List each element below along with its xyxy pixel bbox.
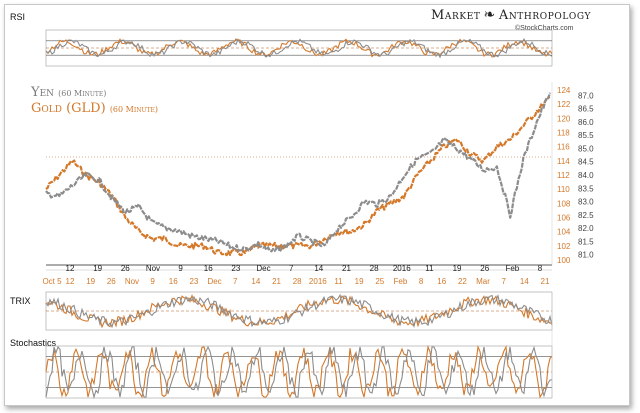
legend-yen: Yen (60 Minute) [31,85,106,100]
gold-axis-tick: 118 [557,129,570,138]
gold-date-label: 8 [419,277,424,286]
yen-axis-tick: 81.5 [578,237,594,246]
gold-axis-tick: 106 [557,214,571,223]
gold-axis-tick: 114 [557,157,570,166]
yen-date-label: 28 [370,264,379,273]
yen-date-label: 16 [204,264,213,273]
yen-date-label: 26 [480,264,489,273]
yen-axis-tick: 85.0 [578,144,594,153]
gold-date-label: 7 [501,277,506,286]
gold-series-line [45,96,551,257]
rsi-yen-line [45,37,553,59]
gold-date-label: 19 [355,277,364,286]
gold-date-label: 21 [541,277,550,286]
yen-series-line [45,92,552,253]
brand-right: Anthropology [498,8,592,23]
yen-date-label: 12 [66,264,75,273]
brand-left: Market [431,8,481,23]
yen-date-label: 26 [121,264,130,273]
legend-gold: Gold (GLD) (60 Minute) [31,101,158,116]
gold-date-label: 23 [189,277,198,286]
stoch-label: Stochastics [10,338,57,348]
stoch-yen-line [45,345,553,400]
yen-axis-tick: 81.0 [578,251,594,260]
yen-axis-tick: 83.5 [578,184,594,193]
gold-axis-tick: 116 [557,143,570,152]
legend-gold-freq: (60 Minute) [109,105,159,114]
yen-date-label: 11 [425,264,434,273]
trix-gold-line [45,293,553,329]
trix-yen-line [45,293,553,329]
yen-date-label: 9 [178,264,183,273]
gold-axis-tick: 112 [557,171,570,180]
rsi-label: RSI [10,12,26,22]
gold-date-label: 22 [458,277,467,286]
yen-axis-tick: 82.5 [578,211,594,220]
yen-axis-tick: 83.0 [578,198,594,207]
yen-axis-tick: 86.0 [578,118,594,127]
gold-date-label: Mar [476,277,490,286]
legend-yen-name: Yen [31,85,55,100]
yen-axis-tick: 87.0 [578,91,594,100]
gold-axis-tick: 100 [557,256,571,265]
gold-date-label: Oct 5 [42,277,62,286]
yen-axis-tick: 84.5 [578,158,594,167]
yen-axis-tick: 86.5 [578,105,594,114]
gold-date-label: 7 [233,277,238,286]
yen-date-label: 19 [453,264,462,273]
gold-axis-tick: 120 [557,114,571,123]
trix-label: TRIX [10,296,31,306]
yen-date-label: 7 [289,264,294,273]
gold-date-label: 26 [107,277,116,286]
gold-axis-tick: 110 [557,185,570,194]
gold-date-label: Dec [207,277,221,286]
gold-axis-tick: 108 [557,199,571,208]
chart-frame [4,4,630,406]
gold-date-label: 12 [66,277,75,286]
legend-yen-freq: (60 Minute) [58,89,107,98]
yen-date-label: 2016 [393,264,411,273]
yen-date-label: Feb [505,264,519,273]
yen-date-label: 19 [93,264,102,273]
yen-axis-tick: 85.5 [578,131,594,140]
gold-axis-tick: 104 [557,228,571,237]
gold-date-label: 19 [86,277,95,286]
yen-date-label: Dec [256,264,270,273]
yen-date-label: 14 [314,264,323,273]
gold-axis-tick: 124 [557,86,571,95]
yen-date-label: 21 [342,264,351,273]
gold-date-label: 16 [169,277,178,286]
copyright-label: ©StockCharts.com [515,25,574,32]
gold-date-label: 25 [375,277,384,286]
gold-axis-tick: 102 [557,242,571,251]
gold-date-label: Nov [125,277,139,286]
gold-date-label: 14 [251,277,260,286]
yen-date-label: 23 [231,264,240,273]
brand-logo: Market ❧ Anthropology [431,7,591,23]
yen-axis-tick: 82.0 [578,224,594,233]
gold-date-label: 14 [520,277,529,286]
gold-date-label: 16 [437,277,446,286]
gold-date-label: 9 [150,277,155,286]
brand-symbol-icon: ❧ [483,7,496,23]
gold-date-label: 21 [272,277,281,286]
gold-date-label: 11 [334,277,343,286]
yen-axis-tick: 84.0 [578,171,594,180]
gold-date-label: 28 [293,277,302,286]
gold-date-label: 2016 [309,277,327,286]
gold-axis-tick: 122 [557,100,571,109]
yen-date-label: 8 [538,264,543,273]
legend-gold-name: Gold (GLD) [31,101,106,116]
yen-date-label: Nov [146,264,160,273]
gold-date-label: Feb [394,277,408,286]
